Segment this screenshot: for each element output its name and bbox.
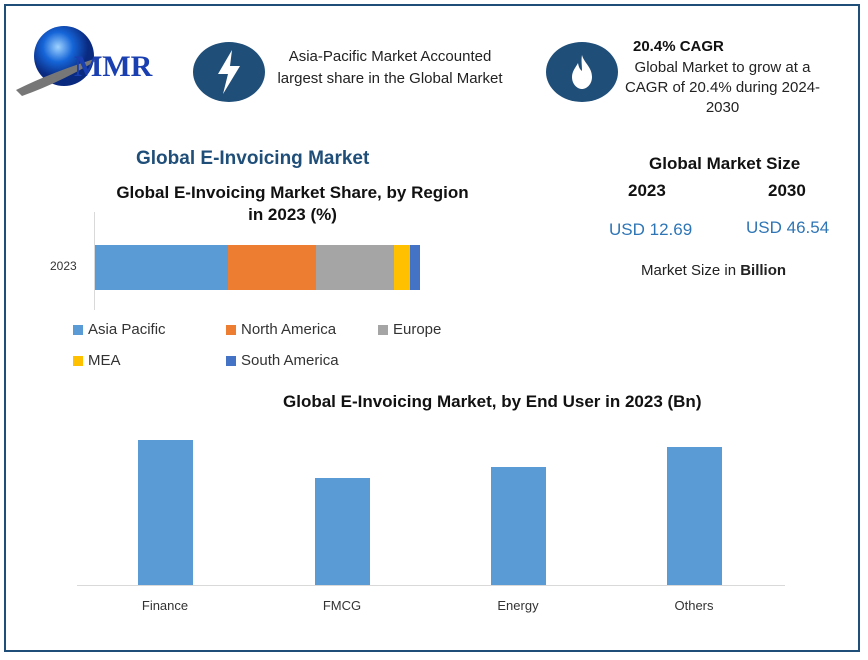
legend-label: Asia Pacific	[88, 321, 166, 338]
main-title: Global E-Invoicing Market	[136, 148, 370, 169]
legend-swatch	[73, 324, 83, 335]
flame-icon	[572, 55, 592, 89]
region-stacked-bar	[95, 245, 420, 290]
category-label: FMCG	[322, 598, 362, 613]
globe-icon	[16, 26, 104, 96]
year-2023: 2023	[628, 181, 666, 200]
frame-border	[4, 4, 860, 652]
region-category-label: 2023	[50, 259, 77, 273]
unit-note: Market Size in Billion	[641, 262, 786, 279]
bar-finance	[138, 439, 193, 585]
bar-fmcg	[315, 478, 370, 585]
legend-swatch	[378, 324, 388, 335]
legend-label: Europe	[393, 321, 442, 338]
legend-label: North America	[241, 321, 337, 338]
market-size-title: Global Market Size	[649, 154, 801, 173]
category-label: Finance	[141, 598, 189, 613]
enduser-chart-title: Global E-Invoicing Market, by End User i…	[283, 392, 702, 411]
logo-text: MMR	[74, 50, 153, 83]
category-label: Energy	[497, 598, 539, 613]
legend-item: MEA	[73, 352, 121, 369]
bar-segment-south-america	[410, 245, 420, 290]
region-chart-title: Global E-Invoicing Market Share, by Regi…	[116, 183, 469, 224]
legend-swatch	[226, 355, 236, 366]
bar-segment-mea	[394, 245, 411, 290]
year-2030: 2030	[768, 181, 806, 200]
legend-swatch	[226, 324, 236, 335]
legend-item: North America	[226, 321, 336, 338]
unit: Billion	[740, 262, 787, 279]
highlight-icon-circle	[546, 42, 618, 102]
lightning-icon	[218, 50, 240, 94]
bar-segment-europe	[316, 245, 394, 290]
legend-label: MEA	[88, 352, 121, 369]
highlight-text: Asia-Pacific Market Accounted largest sh…	[277, 48, 503, 87]
unit-prefix: Market Size in	[641, 262, 741, 279]
logo: MMR	[14, 26, 174, 96]
cagr-text: Global Market to grow at a CAGR of 20.4%…	[624, 59, 821, 116]
highlight-icon-circle	[193, 42, 265, 102]
bar-energy	[491, 467, 546, 585]
legend-label: South America	[241, 352, 339, 369]
enduser-axis-line	[77, 585, 785, 586]
category-label: Others	[674, 598, 714, 613]
bar-segment-north-america	[228, 245, 316, 290]
legend-item: Asia Pacific	[73, 321, 166, 338]
region-axis-line	[94, 212, 95, 310]
legend-item: South America	[226, 352, 339, 369]
value-2030: USD 46.54	[746, 218, 830, 237]
legend-item: Europe	[378, 321, 441, 338]
value-2023: USD 12.69	[609, 220, 693, 239]
bar-segment-asia-pacific	[95, 245, 229, 290]
bar-others	[667, 447, 722, 585]
cagr-title: 20.4% CAGR	[633, 38, 724, 55]
legend-swatch	[73, 355, 83, 366]
